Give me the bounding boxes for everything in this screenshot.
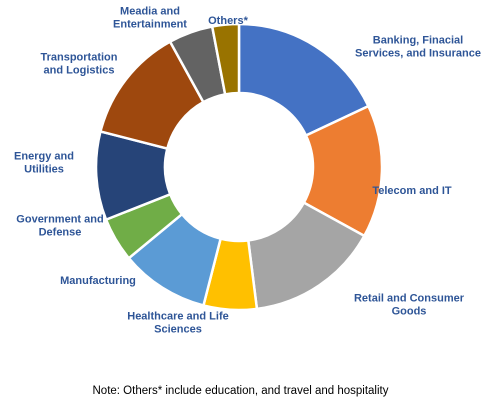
slice-banking-finacial-services-and-insurance — [237, 22, 371, 138]
donut-slices — [94, 22, 384, 312]
slice-label: Government and Defense — [16, 214, 103, 239]
slice-label: Transportation and Logistics — [40, 52, 117, 77]
slice-others — [210, 22, 241, 96]
slice-label: Energy and Utilities — [14, 151, 74, 176]
slice-label: Others* — [208, 15, 248, 27]
slice-labels: Banking, Finacial Services, and Insurance… — [14, 6, 481, 336]
slice-label: Meadia and Entertainment — [113, 6, 187, 31]
slice-label: Banking, Finacial Services, and Insurance — [355, 35, 481, 60]
donut-chart: Banking, Finacial Services, and Insurance… — [14, 6, 481, 336]
chart-note: Note: Others* include education, and tra… — [92, 385, 389, 397]
slice-label: Healthcare and Life Sciences — [127, 311, 228, 336]
slice-label: Telecom and IT — [372, 185, 452, 197]
slice-label: Retail and Consumer Goods — [354, 293, 465, 318]
slice-label: Manufacturing — [60, 275, 136, 287]
